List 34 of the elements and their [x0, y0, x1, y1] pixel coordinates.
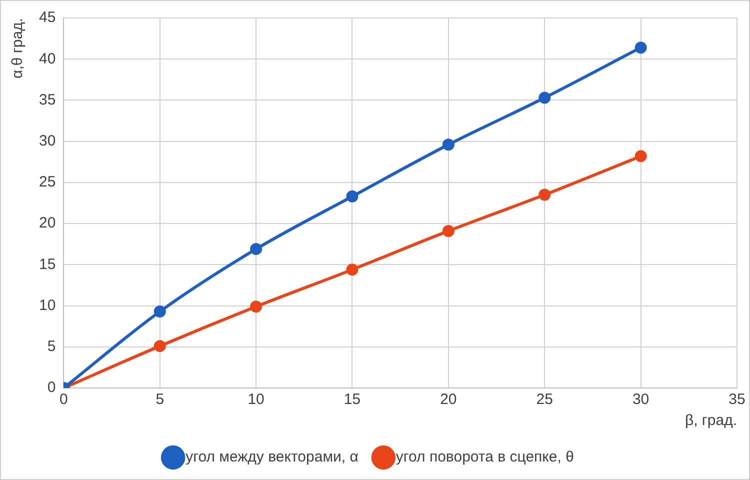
- point: [634, 42, 647, 54]
- x-tick-label: 10: [248, 391, 264, 408]
- point: [538, 92, 551, 104]
- x-axis-title: β, град.: [684, 412, 737, 430]
- x-tick-label: 30: [632, 391, 650, 408]
- y-tick-label: 45: [38, 9, 56, 26]
- point: [250, 243, 262, 256]
- y-tick-label: 35: [38, 91, 56, 108]
- x-tick-label: 15: [344, 391, 361, 408]
- point: [154, 306, 166, 318]
- x-tick-label: 20: [440, 391, 457, 408]
- x-tick-label: 25: [536, 391, 553, 408]
- x-tick-label: 0: [60, 391, 68, 408]
- point: [346, 190, 358, 202]
- y-tick-label: 15: [38, 256, 56, 273]
- point: [442, 138, 454, 151]
- y-tick-label: 20: [38, 214, 56, 232]
- x-tick-label: 5: [156, 391, 164, 408]
- y-tick-label: 0: [47, 379, 56, 396]
- y-tick-label: 25: [38, 174, 56, 191]
- point: [538, 188, 551, 201]
- point: [634, 150, 647, 162]
- point: [250, 300, 262, 313]
- point: [442, 224, 454, 237]
- legend-label: угол между векторами, α: [186, 448, 359, 466]
- point: [346, 264, 358, 276]
- point: [154, 340, 166, 352]
- x-tick-label: 35: [728, 391, 746, 408]
- y-tick-label: 5: [47, 338, 56, 356]
- legend-label: угол поворота в сцепке, θ: [396, 448, 574, 466]
- y-tick-label: 30: [38, 132, 56, 150]
- y-tick-label: 40: [38, 50, 56, 68]
- y-axis-title: α,θ град.: [9, 18, 26, 78]
- y-tick-label: 10: [38, 296, 56, 314]
